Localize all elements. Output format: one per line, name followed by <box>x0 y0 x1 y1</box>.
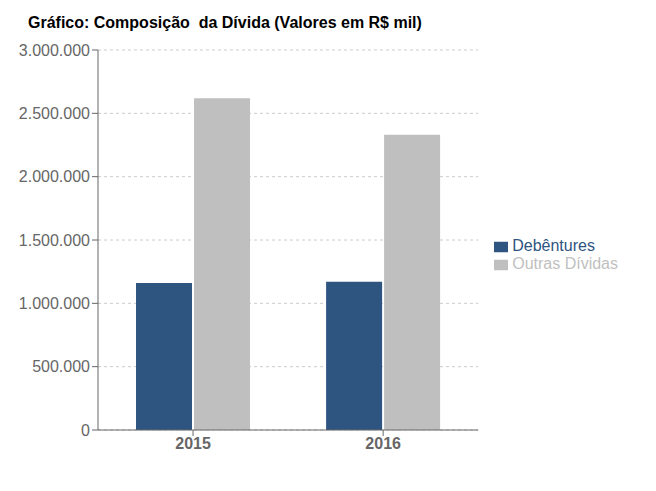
svg-text:2.000.000: 2.000.000 <box>19 168 90 185</box>
svg-text:500.000: 500.000 <box>32 358 90 375</box>
svg-text:2015: 2015 <box>175 435 211 452</box>
html-text:Outras Dívidas: Outras Dívidas <box>512 255 618 272</box>
svg-text:0: 0 <box>81 422 90 439</box>
svg-text:3.000.000: 3.000.000 <box>19 42 90 59</box>
svg-text:2.500.000: 2.500.000 <box>19 105 90 122</box>
svg-text:1.500.000: 1.500.000 <box>19 232 90 249</box>
svg-text:2016: 2016 <box>365 435 401 452</box>
html-text:Debêntures: Debêntures <box>512 237 595 254</box>
html-text:Gráfico: Composição da Dívida: Gráfico: Composição da Dívida (Valores e… <box>28 14 422 31</box>
svg-text:1.000.000: 1.000.000 <box>19 295 90 312</box>
